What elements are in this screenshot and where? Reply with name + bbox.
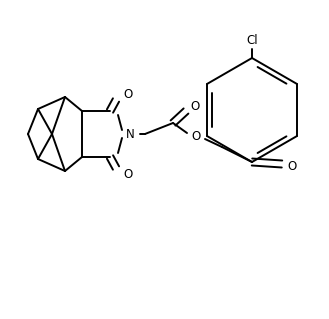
Text: O: O bbox=[123, 87, 133, 100]
Text: Cl: Cl bbox=[246, 34, 258, 48]
Text: O: O bbox=[123, 167, 133, 181]
Text: O: O bbox=[190, 100, 200, 114]
Text: O: O bbox=[287, 160, 297, 174]
Text: O: O bbox=[191, 130, 201, 143]
Text: N: N bbox=[126, 128, 134, 140]
